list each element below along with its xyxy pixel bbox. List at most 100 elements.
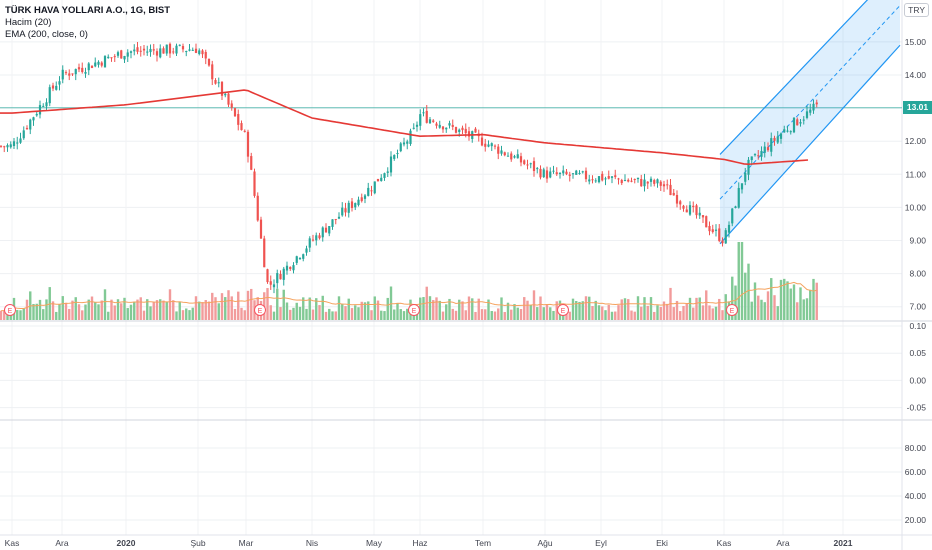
volume-bar — [617, 305, 620, 320]
earnings-marker-letter: E — [561, 308, 566, 315]
candle-body — [568, 174, 571, 176]
volume-bar — [152, 301, 155, 320]
volume-indicator-label[interactable]: Hacim (20) — [5, 17, 52, 28]
volume-bar — [77, 304, 81, 320]
candle-body — [162, 48, 165, 54]
candle-body — [620, 180, 623, 184]
candle-body — [549, 171, 552, 178]
candle-body — [211, 64, 214, 80]
candle-body — [152, 49, 155, 51]
candle-body — [604, 178, 607, 180]
ema-indicator-label[interactable]: EMA (200, close, 0) — [5, 29, 88, 40]
volume-bar — [630, 310, 633, 320]
volume-bar — [58, 304, 61, 320]
volume-bar — [25, 299, 29, 320]
candle-body — [591, 179, 594, 181]
volume-bar — [292, 307, 295, 320]
candle-body — [597, 176, 601, 183]
candle-body — [672, 192, 675, 196]
candle-body — [87, 63, 90, 71]
candle-body — [747, 159, 750, 175]
volume-bar — [55, 311, 58, 320]
volume-bar — [773, 295, 776, 320]
candle-body — [584, 170, 588, 180]
volume-bar — [295, 302, 298, 320]
candle-body — [493, 145, 497, 147]
candle-body — [380, 177, 383, 181]
volume-bar — [620, 299, 623, 320]
volume-bar — [19, 310, 22, 320]
candle-body — [298, 257, 302, 259]
volume-bar — [760, 299, 763, 320]
volume-bar — [337, 296, 341, 320]
candle-body — [389, 156, 393, 173]
candle-body — [506, 155, 510, 157]
volume-bar — [526, 300, 529, 320]
candle-body — [773, 137, 776, 141]
price-tick-label: 7.00 — [909, 302, 926, 312]
volume-bar — [113, 305, 116, 320]
time-tick-label: 2020 — [117, 538, 136, 548]
candle-body — [565, 171, 568, 175]
candle-body — [425, 110, 428, 123]
candle-body — [558, 172, 562, 175]
volume-bar — [640, 306, 643, 320]
candle-body — [227, 93, 230, 105]
candle-body — [695, 205, 698, 216]
volume-bar — [721, 310, 724, 320]
candle-body — [409, 130, 412, 144]
volume-bar — [471, 298, 474, 320]
pane2-tick-label: 0.05 — [909, 348, 926, 358]
candle-body — [415, 124, 419, 127]
volume-bar — [367, 301, 370, 320]
time-tick-label: Tem — [475, 538, 491, 548]
candle-body — [461, 127, 464, 131]
volume-bar — [155, 300, 159, 320]
volume-bar — [354, 305, 357, 320]
volume-bar — [610, 311, 614, 320]
volume-bar — [136, 299, 139, 320]
candle-body — [666, 184, 669, 186]
currency-badge[interactable]: TRY — [904, 3, 929, 17]
volume-bar — [776, 306, 779, 320]
time-tick-label: Eyl — [595, 538, 607, 548]
symbol-title[interactable]: TÜRK HAVA YOLLARI A.O., 1G, BIST — [5, 5, 171, 16]
candle-body — [32, 117, 35, 121]
volume-bars — [0, 242, 818, 320]
candle-body — [474, 128, 477, 133]
candle-body — [243, 130, 246, 132]
candle-body — [3, 146, 6, 148]
candle-body — [136, 47, 139, 52]
volume-bar — [289, 309, 292, 320]
candle-body — [149, 48, 152, 53]
candle-body — [643, 179, 646, 187]
candle-body — [178, 44, 181, 46]
candle-body — [636, 177, 640, 180]
volume-bar — [448, 298, 451, 320]
candle-body — [292, 265, 295, 271]
volume-bar — [0, 310, 3, 320]
earnings-marker: E — [726, 304, 738, 316]
candle-body — [168, 43, 172, 54]
candle-body — [578, 172, 581, 174]
volume-bar — [487, 299, 490, 320]
candle-body — [402, 142, 406, 145]
ema-line — [0, 89, 809, 166]
volume-bar — [165, 301, 168, 320]
candle-body — [750, 156, 753, 161]
volume-bar — [458, 299, 461, 320]
volume-bar — [380, 310, 383, 320]
candle-body — [708, 225, 711, 232]
volume-bar — [149, 306, 152, 320]
volume-bar — [217, 303, 220, 320]
volume-bar — [233, 308, 237, 320]
volume-bar — [110, 299, 113, 320]
candle-body — [272, 284, 276, 288]
candle-body — [503, 152, 506, 156]
candle-body — [516, 154, 519, 159]
candle-body — [201, 50, 204, 55]
volume-bar — [711, 308, 714, 320]
candle-body — [81, 67, 84, 73]
candle-body — [490, 143, 493, 147]
